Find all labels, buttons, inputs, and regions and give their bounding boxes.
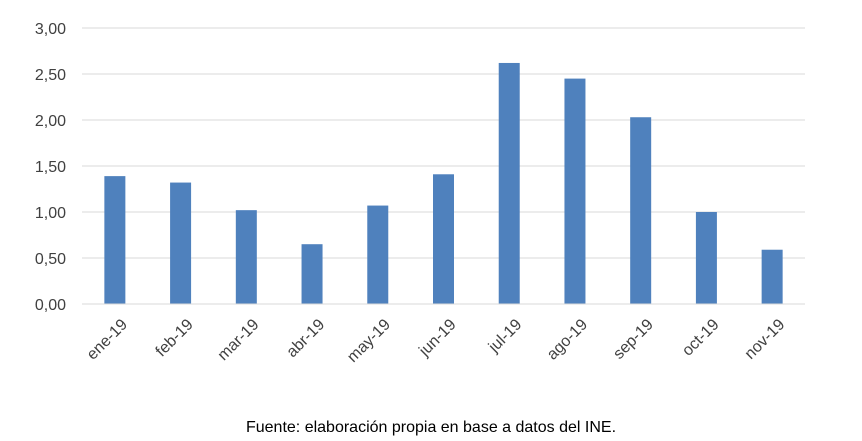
bar-abr-19 xyxy=(301,244,323,304)
gridlines xyxy=(82,27,805,259)
x-axis-ticks: ene-19 feb-19 mar-19 abr-19 may-19 jun-19 jul-… xyxy=(84,316,789,366)
x-tick-label: ago-19 xyxy=(544,316,591,363)
bar-mar-19 xyxy=(235,210,257,304)
y-tick-label: 1,50 xyxy=(35,159,66,176)
y-axis-ticks: 0,00 0,50 1,00 1,50 2,00 2,50 3,00 xyxy=(35,21,66,314)
bars xyxy=(104,62,783,305)
x-tick-label: nov-19 xyxy=(742,316,789,363)
y-tick-label: 2,00 xyxy=(35,113,66,130)
source-note: Fuente: elaboración propia en base a dat… xyxy=(245,419,617,436)
y-tick-label: 0,50 xyxy=(35,251,66,268)
bar-feb-19 xyxy=(170,182,192,304)
bar-jun-19 xyxy=(433,174,454,304)
x-tick-label: feb-19 xyxy=(153,316,197,360)
x-tick-label: oct-19 xyxy=(679,316,723,360)
y-tick-label: 0,00 xyxy=(35,297,66,314)
bar-jul-19 xyxy=(498,62,520,305)
bar-ene-19 xyxy=(104,176,126,304)
bar-may-19 xyxy=(367,205,389,304)
bar-nov-19 xyxy=(761,249,783,304)
x-tick-label: jun-19 xyxy=(416,316,460,360)
y-tick-label: 2,50 xyxy=(35,67,66,84)
y-tick-label: 3,00 xyxy=(35,21,66,38)
bar-sep-19 xyxy=(630,117,652,305)
x-tick-label: ene-19 xyxy=(84,316,131,363)
x-tick-label: may-19 xyxy=(344,316,394,366)
y-tick-label: 1,00 xyxy=(35,205,66,222)
bar-oct-19 xyxy=(695,212,717,304)
bar-ago-19 xyxy=(564,78,586,304)
x-tick-label: jul-19 xyxy=(485,316,525,356)
x-tick-label: mar-19 xyxy=(215,316,263,364)
x-tick-label: sep-19 xyxy=(610,316,657,363)
x-tick-label: abr-19 xyxy=(284,316,329,361)
